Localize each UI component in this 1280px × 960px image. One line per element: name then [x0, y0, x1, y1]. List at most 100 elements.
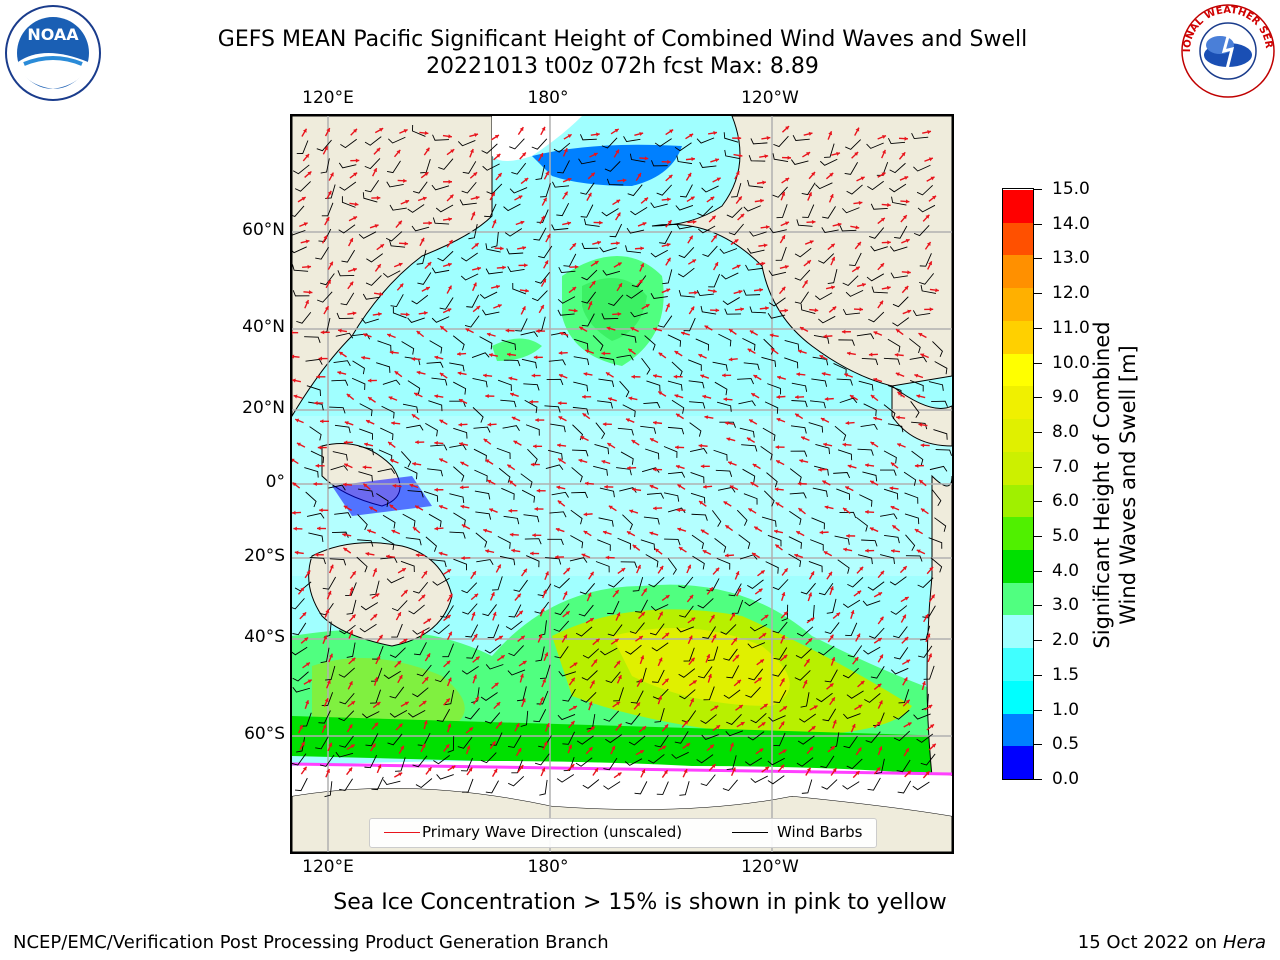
wind-barb [394, 757, 406, 772]
wave-direction-arrowhead [854, 152, 859, 156]
wave-direction-arrowhead [522, 660, 527, 665]
wind-barb [843, 713, 861, 720]
wind-barb [869, 227, 885, 239]
wave-direction-arrow [292, 458, 299, 465]
wave-direction-arrowhead [746, 437, 751, 442]
wind-barb [432, 134, 449, 141]
wave-direction-arrowhead [691, 617, 696, 622]
wave-direction-arrowhead [904, 136, 908, 141]
wave-direction-arrowhead [845, 420, 850, 426]
wind-barb [416, 664, 432, 677]
wind-barb [361, 318, 379, 324]
wind-barb [482, 163, 500, 171]
wave-direction-arrowhead [823, 442, 828, 447]
wind-barb [509, 187, 528, 194]
wind-barb [765, 561, 779, 574]
wind-barb [827, 269, 838, 285]
wave-direction-arrowhead [323, 635, 328, 640]
wind-barb [465, 624, 479, 638]
wind-barb [875, 758, 885, 774]
wind-barb [728, 583, 742, 597]
wave-direction-arrowhead [677, 484, 682, 489]
wave-direction-arrowhead [858, 704, 863, 709]
wave-direction-arrowhead [914, 373, 919, 378]
wave-direction-arrowhead [570, 720, 575, 725]
wind-barb [913, 713, 931, 720]
wave-direction-arrowhead [823, 334, 827, 339]
wave-direction-arrowhead [339, 351, 344, 356]
wave-direction-arrowhead [776, 394, 781, 399]
wave-direction-arrowhead [590, 680, 595, 685]
wind-barb [888, 137, 906, 145]
wind-barb [650, 249, 668, 258]
wave-direction-arrowhead [292, 354, 295, 359]
wind-barb [802, 204, 815, 218]
colorbar-segment [1003, 516, 1033, 550]
footer-date: 15 Oct 2022 on Hera [1078, 932, 1266, 953]
wave-direction-arrowhead [457, 351, 461, 356]
wind-barb [431, 316, 450, 323]
wind-barb [697, 598, 714, 609]
wave-direction-arrowhead [731, 612, 735, 617]
wave-direction-arrowhead [712, 289, 717, 294]
wind-barb [457, 139, 476, 147]
wind-barb [499, 555, 516, 566]
wind-barb [352, 360, 365, 375]
wind-barb [739, 427, 755, 438]
lat-label-40n: 40°N [242, 317, 285, 337]
wind-barb [654, 138, 672, 147]
wind-barb [799, 713, 816, 723]
wind-barb [880, 469, 897, 476]
wave-direction-arrowhead [397, 660, 402, 665]
wave-direction-arrowhead [461, 524, 466, 529]
wind-barb [377, 468, 396, 475]
wind-barb [292, 753, 307, 766]
wave-direction-arrowhead [916, 549, 921, 554]
antarctic-ice [292, 761, 952, 816]
wind-barb [485, 780, 499, 794]
wave-direction-arrowhead [666, 257, 671, 262]
wind-barb [768, 297, 786, 307]
wind-barb [321, 692, 334, 706]
colorbar-segment [1003, 254, 1033, 289]
wind-barb [583, 218, 600, 227]
wave-direction-arrowhead [683, 769, 688, 774]
wind-barb [552, 181, 570, 188]
wave-direction-arrowhead [536, 488, 541, 493]
wind-barb [800, 303, 816, 315]
wave-direction-arrowhead [434, 440, 438, 446]
wave-direction-arrowhead [563, 634, 567, 639]
wave-direction-arrowhead [338, 328, 342, 333]
colorbar-tick [1034, 397, 1042, 399]
wave-direction-arrowhead [728, 461, 733, 466]
wave-direction-arrowhead [649, 531, 654, 536]
wind-barb [916, 733, 934, 743]
wave-direction-arrowhead [801, 436, 806, 441]
wind-barb [579, 134, 597, 141]
wave-direction-arrowhead [925, 214, 930, 219]
wind-barb [408, 710, 426, 718]
colorbar-tick-label: 15.0 [1052, 179, 1090, 199]
wind-barb [867, 777, 881, 791]
wave-direction-arrowhead [847, 464, 852, 469]
wave-direction-arrowhead [638, 678, 642, 683]
colorbar-tick-label: 6.0 [1052, 491, 1080, 512]
wave-direction-arrowhead [459, 442, 463, 447]
wind-barb [628, 735, 646, 746]
wave-direction-arrowhead [316, 374, 320, 379]
wave-direction-arrowhead [498, 721, 502, 726]
wave-direction-arrowhead [878, 700, 883, 705]
wave-direction-arrowhead [296, 442, 301, 447]
wind-barb [407, 380, 421, 395]
wave-direction-arrowhead [425, 286, 430, 291]
wind-barb [809, 400, 826, 409]
wave-direction-arrowhead [607, 443, 612, 447]
wave-direction-arrowhead [301, 197, 306, 201]
wave-direction-arrowhead [518, 195, 523, 200]
wave-direction-arrowhead [362, 333, 367, 338]
wind-barb [713, 449, 728, 461]
wind-barb [893, 626, 908, 639]
wave-direction-arrowhead [544, 260, 549, 265]
wind-barb [503, 203, 521, 212]
wind-barb [578, 158, 596, 165]
